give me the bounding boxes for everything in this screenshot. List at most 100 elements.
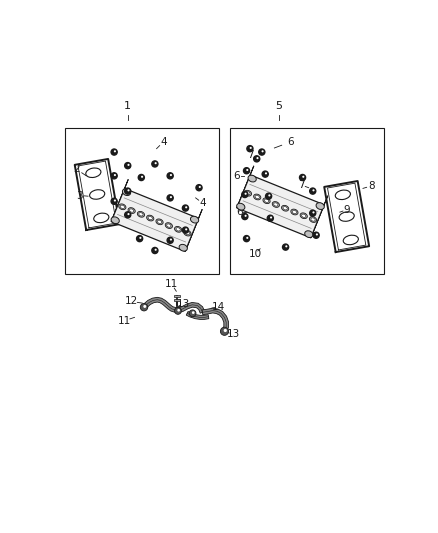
Text: 12: 12 [124, 296, 138, 306]
Ellipse shape [191, 216, 199, 223]
Circle shape [111, 173, 117, 179]
Ellipse shape [185, 231, 190, 235]
Circle shape [127, 189, 130, 191]
Polygon shape [143, 297, 178, 313]
Ellipse shape [291, 209, 298, 215]
Circle shape [167, 195, 173, 201]
Text: 8: 8 [368, 181, 374, 191]
Circle shape [283, 244, 289, 250]
Ellipse shape [179, 244, 187, 251]
Ellipse shape [272, 201, 279, 207]
Circle shape [199, 186, 201, 188]
Circle shape [316, 233, 318, 236]
Ellipse shape [248, 175, 256, 182]
Circle shape [192, 311, 194, 314]
Circle shape [182, 227, 188, 233]
Ellipse shape [302, 214, 306, 217]
Text: 4: 4 [199, 198, 206, 208]
Text: 9: 9 [343, 205, 350, 215]
Circle shape [152, 247, 158, 254]
Circle shape [285, 245, 287, 247]
Circle shape [267, 215, 273, 221]
Text: 14: 14 [212, 302, 225, 311]
Circle shape [143, 305, 146, 308]
Text: 7: 7 [298, 180, 304, 190]
Circle shape [170, 196, 172, 198]
Ellipse shape [274, 203, 278, 206]
Text: 5: 5 [276, 101, 282, 111]
Circle shape [185, 206, 187, 208]
Ellipse shape [123, 189, 131, 196]
Circle shape [125, 188, 131, 194]
Ellipse shape [282, 205, 289, 211]
Ellipse shape [343, 235, 358, 245]
Ellipse shape [120, 205, 124, 208]
Ellipse shape [130, 209, 134, 212]
Ellipse shape [167, 224, 171, 227]
Circle shape [141, 176, 143, 178]
Polygon shape [237, 166, 254, 208]
Ellipse shape [176, 228, 180, 231]
Ellipse shape [316, 203, 324, 209]
Ellipse shape [128, 208, 135, 213]
Circle shape [152, 161, 158, 167]
Circle shape [244, 236, 250, 241]
Ellipse shape [254, 194, 261, 200]
Ellipse shape [174, 227, 182, 232]
Ellipse shape [138, 212, 145, 217]
Text: 4: 4 [160, 137, 167, 147]
Circle shape [177, 309, 180, 312]
Polygon shape [186, 311, 209, 319]
Circle shape [246, 237, 248, 239]
Circle shape [170, 174, 172, 176]
Circle shape [244, 168, 250, 174]
Ellipse shape [86, 168, 101, 177]
Text: 7: 7 [247, 150, 253, 160]
Circle shape [182, 205, 188, 211]
Ellipse shape [305, 231, 313, 238]
Circle shape [196, 184, 202, 191]
Ellipse shape [244, 190, 251, 196]
Ellipse shape [147, 215, 154, 221]
Circle shape [310, 210, 316, 216]
Ellipse shape [283, 207, 287, 210]
Circle shape [167, 237, 173, 244]
Circle shape [254, 156, 260, 162]
Polygon shape [174, 298, 180, 301]
Circle shape [261, 150, 264, 152]
Polygon shape [311, 196, 328, 238]
Circle shape [140, 303, 148, 311]
Circle shape [312, 189, 314, 191]
Circle shape [114, 150, 116, 152]
Bar [65, 128, 219, 274]
Circle shape [111, 198, 117, 204]
Polygon shape [111, 180, 128, 222]
Polygon shape [177, 302, 205, 313]
Ellipse shape [165, 223, 173, 229]
Ellipse shape [246, 191, 250, 195]
Text: 2: 2 [73, 164, 79, 174]
Ellipse shape [335, 190, 350, 199]
Circle shape [262, 171, 268, 177]
Text: 13: 13 [226, 329, 240, 340]
Ellipse shape [292, 211, 297, 214]
Circle shape [155, 249, 157, 251]
Circle shape [244, 215, 247, 217]
Circle shape [265, 172, 267, 174]
Text: 3: 3 [77, 190, 83, 200]
Ellipse shape [237, 203, 245, 210]
Circle shape [270, 216, 272, 219]
Circle shape [247, 146, 253, 152]
Circle shape [155, 162, 157, 164]
Text: 11: 11 [165, 279, 179, 289]
Ellipse shape [148, 216, 152, 220]
Circle shape [189, 310, 196, 317]
Ellipse shape [311, 218, 315, 221]
Polygon shape [174, 295, 180, 297]
Polygon shape [237, 175, 324, 238]
Text: 1: 1 [124, 101, 131, 111]
Text: 10: 10 [248, 248, 261, 259]
Circle shape [312, 211, 314, 213]
Ellipse shape [157, 220, 162, 223]
Circle shape [313, 232, 319, 238]
